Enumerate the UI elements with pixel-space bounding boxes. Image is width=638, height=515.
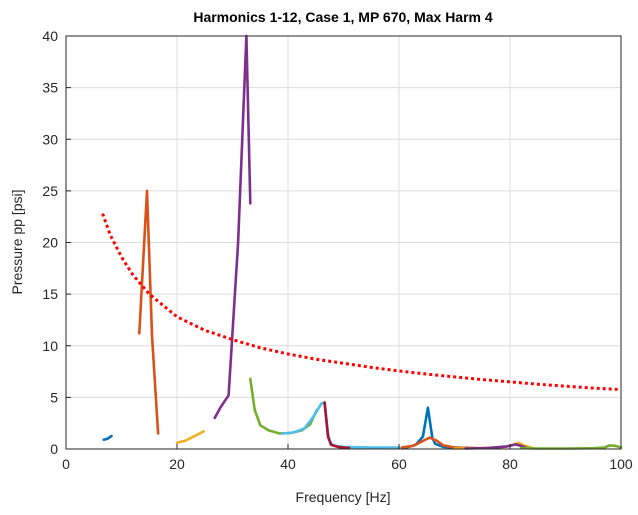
x-tick-label: 0 [62, 456, 70, 472]
y-tick-label: 10 [42, 338, 58, 354]
x-tick-label: 20 [169, 456, 185, 472]
series-line-1 [102, 434, 113, 441]
y-tick-label: 0 [50, 441, 58, 457]
y-axis-title: Pressure pp [psi] [9, 189, 25, 294]
y-tick-label: 30 [42, 131, 58, 147]
x-axis: 0 20 40 60 80 100 [62, 444, 633, 472]
x-axis-title: Frequency [Hz] [296, 489, 391, 505]
y-axis: 0 5 10 15 20 25 30 35 40 [42, 28, 71, 457]
y-tick-label: 25 [42, 183, 58, 199]
y-tick-label: 40 [42, 28, 58, 44]
chart-title: Harmonics 1-12, Case 1, MP 670, Max Harm… [193, 9, 493, 25]
series-line-4 [213, 34, 252, 420]
series-line-3 [175, 430, 205, 445]
x-tick-label: 60 [391, 456, 407, 472]
series-line-13 [101, 213, 622, 392]
y-tick-label: 5 [50, 389, 58, 405]
series-line-7 [323, 401, 351, 450]
series-group [101, 34, 623, 450]
series-line-9 [400, 436, 478, 450]
y-tick-label: 20 [42, 235, 58, 251]
series-line-2 [138, 189, 160, 435]
x-tick-label: 40 [280, 456, 296, 472]
y-tick-label: 15 [42, 286, 58, 302]
series-line-11 [464, 443, 528, 450]
y-tick-label: 35 [42, 80, 58, 96]
x-tick-label: 100 [609, 456, 633, 472]
x-tick-label: 80 [502, 456, 518, 472]
